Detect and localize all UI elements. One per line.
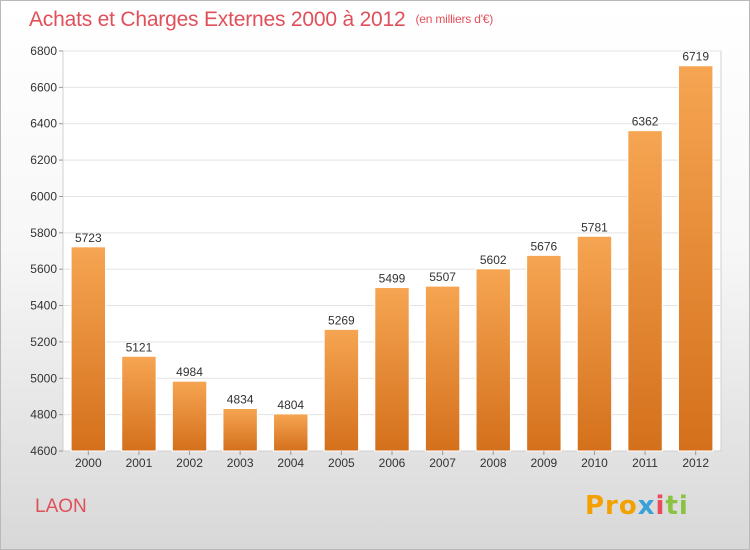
- data-label-2003: 4834: [227, 392, 254, 406]
- bar-2004: [273, 413, 309, 452]
- y-axis: 4600 4800 5000 5200 5400 5600 5800 6000 6200 6400…: [30, 44, 63, 458]
- city-label: LAON: [35, 496, 87, 517]
- bar-2003: [222, 407, 258, 452]
- y-tick-label: 5000: [30, 371, 57, 385]
- x-tick-label-2009: 2009: [530, 456, 557, 470]
- x-tick-label-2011: 2011: [632, 456, 658, 470]
- data-label-2004: 4804: [277, 398, 304, 412]
- y-tick-label: 6000: [30, 189, 57, 203]
- x-tick-label-2004: 2004: [277, 456, 304, 470]
- y-tick-label: 5800: [30, 226, 57, 240]
- logo-part-3: i: [655, 491, 666, 521]
- proxiti-logo: Proxiti: [585, 491, 689, 521]
- bars: 5723 5121 4984 4834 4804 5269 5499 5507 5602 5676…: [70, 50, 714, 452]
- bar-2002: [171, 380, 208, 452]
- bar-2011: [627, 130, 663, 452]
- x-tick-label-2006: 2006: [379, 456, 406, 470]
- x-tick-label-2008: 2008: [480, 456, 507, 470]
- data-label-2010: 5781: [581, 220, 608, 234]
- x-tick-label-2000: 2000: [75, 456, 102, 470]
- y-tick-label: 6200: [30, 153, 57, 167]
- y-tick-label: 6600: [30, 80, 57, 94]
- data-label-2002: 4984: [176, 365, 203, 379]
- bar-2012: [677, 65, 714, 452]
- x-tick-label-2007: 2007: [429, 456, 456, 470]
- chart-subtitle: (en milliers d'€): [415, 12, 494, 26]
- data-label-2012: 6719: [682, 50, 709, 64]
- data-label-2009: 5676: [530, 239, 557, 253]
- chart-title-text: Achats et Charges Externes 2000 à 2012: [29, 8, 406, 31]
- x-tick-label-2001: 2001: [126, 456, 153, 470]
- x-tick-label-2010: 2010: [581, 456, 608, 470]
- x-tick-label-2003: 2003: [227, 456, 254, 470]
- bar-2000: [70, 246, 107, 452]
- x-axis: 2000 2001 2002 2003 2004 2005 2006 2007 2008 2009…: [75, 451, 709, 470]
- chart-title: Achats et Charges Externes 2000 à 2012 (e…: [29, 8, 493, 32]
- data-label-2007: 5507: [429, 270, 456, 284]
- logo-part-4: ti: [665, 491, 689, 521]
- y-tick-label: 5400: [30, 299, 57, 313]
- x-tick-label-2002: 2002: [176, 456, 203, 470]
- y-tick-label: 4600: [30, 444, 57, 458]
- bar-2009: [526, 254, 562, 452]
- bar-2007: [424, 285, 461, 452]
- bar-2010: [576, 235, 613, 452]
- bar-2001: [121, 355, 157, 452]
- x-tick-label-2012: 2012: [682, 456, 709, 470]
- x-tick-label-2005: 2005: [328, 456, 355, 470]
- data-label-2001: 5121: [126, 340, 153, 354]
- data-label-2006: 5499: [379, 272, 406, 286]
- data-label-2008: 5602: [480, 253, 507, 267]
- logo-part-2: x: [637, 491, 656, 521]
- data-label-2000: 5723: [75, 231, 102, 245]
- data-label-2005: 5269: [328, 313, 355, 327]
- data-label-2011: 6362: [632, 115, 659, 129]
- logo-part-1: Pro: [585, 491, 638, 521]
- y-tick-label: 5600: [30, 262, 57, 276]
- y-tick-label: 6400: [30, 117, 57, 131]
- y-tick-label: 6800: [30, 44, 57, 58]
- y-tick-label: 5200: [30, 335, 57, 349]
- bar-2008: [475, 268, 511, 452]
- bar-2006: [374, 287, 410, 452]
- y-tick-label: 4800: [30, 408, 57, 422]
- bar-2005: [323, 328, 360, 452]
